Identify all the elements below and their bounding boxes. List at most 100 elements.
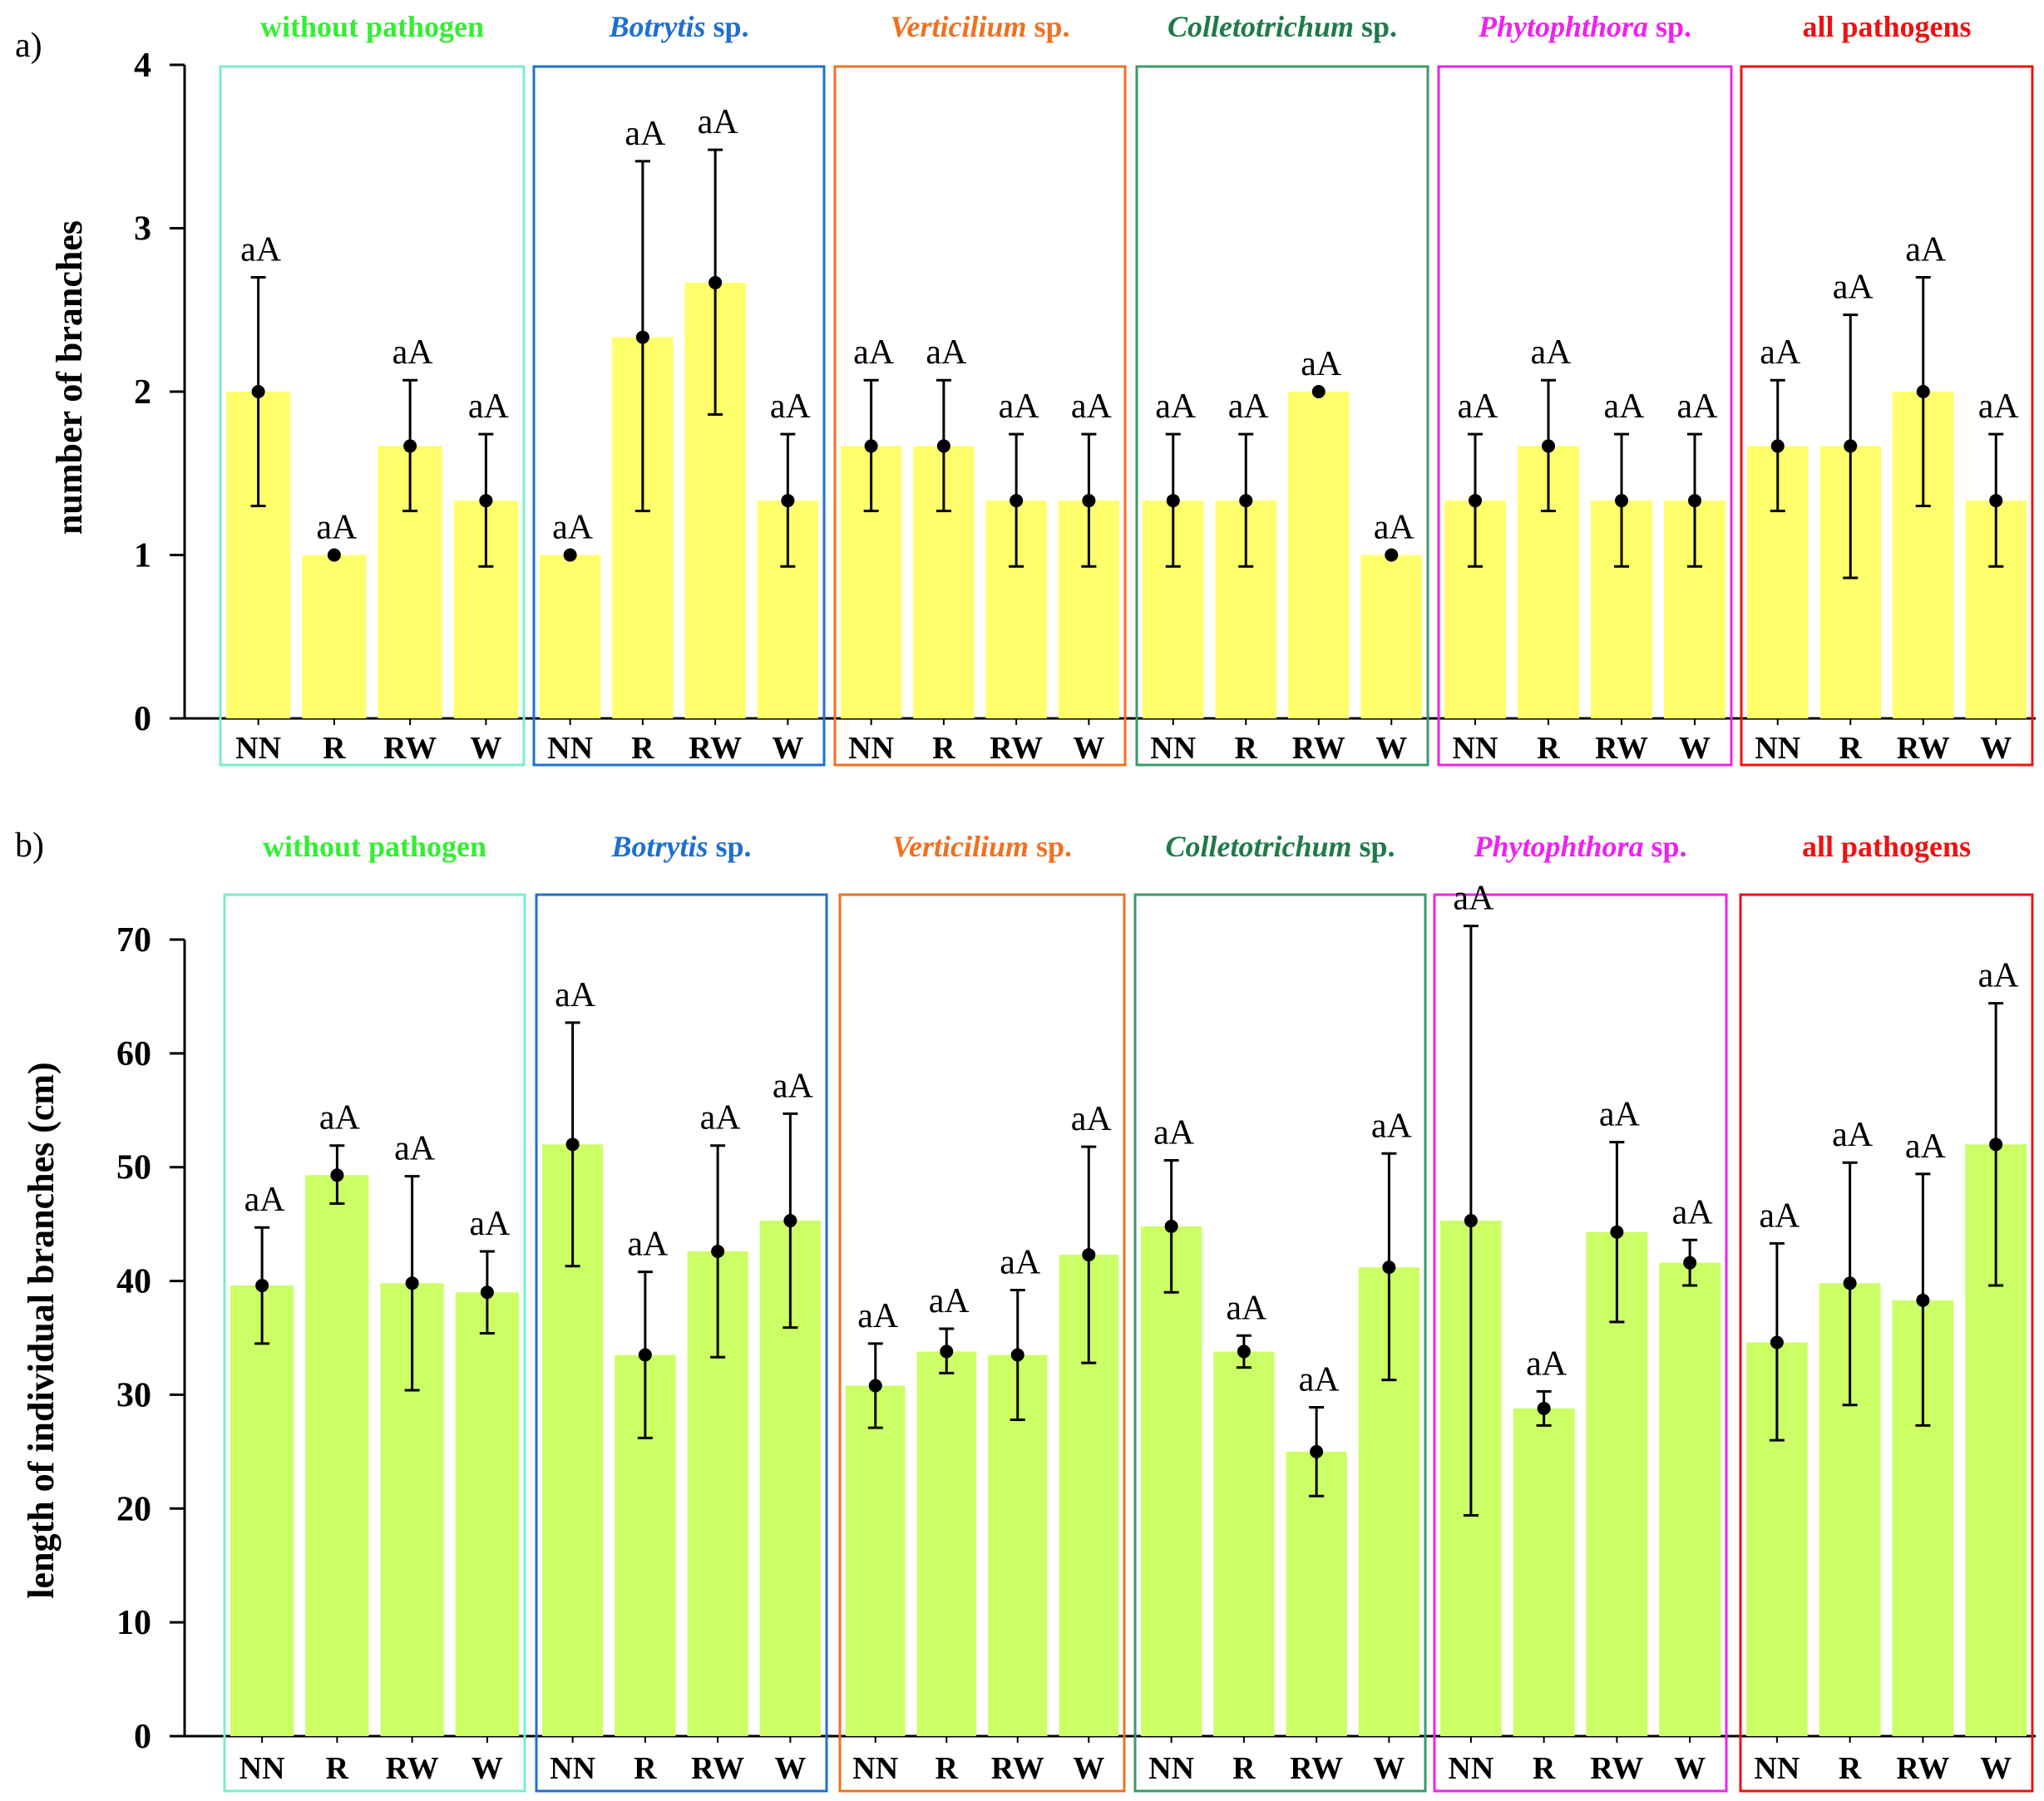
x-category-label: NN bbox=[1755, 731, 1800, 766]
x-category-label: R bbox=[1235, 731, 1258, 766]
y-tick-label: 20 bbox=[116, 1490, 151, 1528]
x-category-label: W bbox=[774, 1751, 806, 1786]
bar-w bbox=[1360, 555, 1422, 718]
x-category-label: NN bbox=[547, 731, 593, 766]
mean-point bbox=[1010, 494, 1024, 508]
bar-rw bbox=[1286, 1451, 1347, 1736]
mean-point bbox=[1537, 1401, 1551, 1415]
x-category-label: R bbox=[932, 731, 955, 766]
x-category-label: W bbox=[1373, 1751, 1405, 1786]
x-category-label: W bbox=[1674, 1751, 1706, 1786]
x-category-label: RW bbox=[1595, 731, 1648, 766]
bar-nn bbox=[540, 555, 601, 718]
mean-point bbox=[864, 439, 878, 453]
significance-label: aA bbox=[1677, 387, 1719, 426]
group-box bbox=[1133, 893, 1427, 1793]
mean-point bbox=[1542, 439, 1555, 453]
x-category-label: RW bbox=[1292, 731, 1345, 766]
mean-point bbox=[565, 1137, 580, 1152]
x-category-label: RW bbox=[1590, 1751, 1643, 1786]
group-box bbox=[1135, 65, 1429, 767]
significance-label: aA bbox=[468, 387, 510, 426]
mean-point bbox=[708, 275, 723, 289]
x-category-label: NN bbox=[550, 1751, 595, 1786]
x-category-label: NN bbox=[848, 731, 894, 766]
x-category-label: NN bbox=[239, 1751, 285, 1786]
mean-point bbox=[868, 1379, 882, 1393]
significance-label: aA bbox=[1760, 333, 1801, 372]
significance-label: aA bbox=[1978, 387, 2020, 426]
significance-label: aA bbox=[1000, 1244, 1041, 1282]
significance-label: aA bbox=[552, 509, 594, 547]
significance-label: aA bbox=[999, 387, 1040, 426]
significance-label: aA bbox=[773, 1067, 814, 1105]
significance-label: aA bbox=[394, 1130, 436, 1168]
x-category-label: R bbox=[631, 731, 654, 766]
mean-point bbox=[635, 330, 649, 344]
bar-nn bbox=[1141, 1226, 1202, 1736]
mean-point bbox=[255, 1279, 269, 1293]
y-tick-label: 40 bbox=[116, 1263, 151, 1301]
significance-label: aA bbox=[1759, 1197, 1800, 1235]
significance-label: aA bbox=[1071, 387, 1113, 426]
group-title: without pathogen bbox=[263, 830, 486, 863]
mean-point bbox=[1683, 1256, 1697, 1270]
mean-point bbox=[327, 548, 341, 562]
bar-nn bbox=[846, 1385, 906, 1736]
mean-point bbox=[1615, 494, 1628, 508]
x-category-label: RW bbox=[691, 1751, 744, 1786]
group-title: Phytophthora sp. bbox=[1473, 830, 1686, 863]
y-axis-title: number of branches bbox=[49, 220, 90, 535]
x-category-label: NN bbox=[1453, 731, 1498, 766]
x-category-label: R bbox=[1537, 731, 1560, 766]
x-category-label: R bbox=[1839, 1751, 1862, 1786]
significance-label: aA bbox=[698, 103, 739, 141]
significance-label: aA bbox=[469, 1205, 511, 1243]
group-title: Colletotrichum sp. bbox=[1165, 830, 1395, 863]
x-category-label: RW bbox=[1896, 1751, 1949, 1786]
group-box bbox=[535, 893, 828, 1793]
mean-point bbox=[783, 1214, 797, 1228]
significance-label: aA bbox=[555, 976, 596, 1014]
group-box bbox=[1740, 65, 2034, 767]
x-category-label: RW bbox=[1290, 1751, 1343, 1786]
group-box bbox=[223, 893, 526, 1793]
significance-label: aA bbox=[1832, 1116, 1874, 1154]
x-category-label: RW bbox=[990, 731, 1043, 766]
mean-point bbox=[1082, 494, 1096, 508]
group-box bbox=[838, 893, 1126, 1793]
y-axis-title: length of individual branches (cm) bbox=[21, 1062, 62, 1598]
mean-point bbox=[638, 1348, 652, 1362]
mean-point bbox=[1082, 1248, 1096, 1262]
significance-label: aA bbox=[1153, 1114, 1195, 1152]
significance-label: aA bbox=[625, 115, 666, 153]
significance-label: aA bbox=[926, 333, 967, 372]
significance-label: aA bbox=[240, 230, 282, 269]
significance-label: aA bbox=[1978, 957, 2020, 995]
mean-point bbox=[1770, 439, 1785, 453]
mean-point bbox=[1916, 1293, 1930, 1307]
x-category-label: W bbox=[1980, 1751, 2012, 1786]
mean-point bbox=[781, 494, 795, 508]
x-category-label: W bbox=[470, 731, 501, 766]
significance-label: aA bbox=[1833, 269, 1874, 307]
group-title: without pathogen bbox=[260, 10, 484, 43]
panel-label: a) bbox=[15, 27, 42, 65]
mean-point bbox=[1610, 1225, 1624, 1239]
mean-point bbox=[479, 494, 493, 508]
group-box bbox=[1739, 893, 2034, 1793]
significance-label: aA bbox=[857, 1297, 899, 1335]
y-tick-label: 50 bbox=[116, 1149, 151, 1187]
x-category-label: NN bbox=[1448, 1751, 1494, 1786]
panel-label: b) bbox=[15, 826, 44, 865]
mean-point bbox=[1010, 1348, 1024, 1362]
mean-point bbox=[1469, 494, 1482, 508]
mean-point bbox=[405, 1276, 419, 1290]
mean-point bbox=[1688, 494, 1701, 508]
bar-r bbox=[302, 555, 367, 718]
bar-r bbox=[1513, 1408, 1575, 1736]
mean-point bbox=[1464, 1214, 1478, 1228]
mean-point bbox=[1385, 548, 1399, 562]
group-title: all pathogens bbox=[1802, 10, 1971, 43]
bar-r bbox=[916, 1351, 976, 1736]
